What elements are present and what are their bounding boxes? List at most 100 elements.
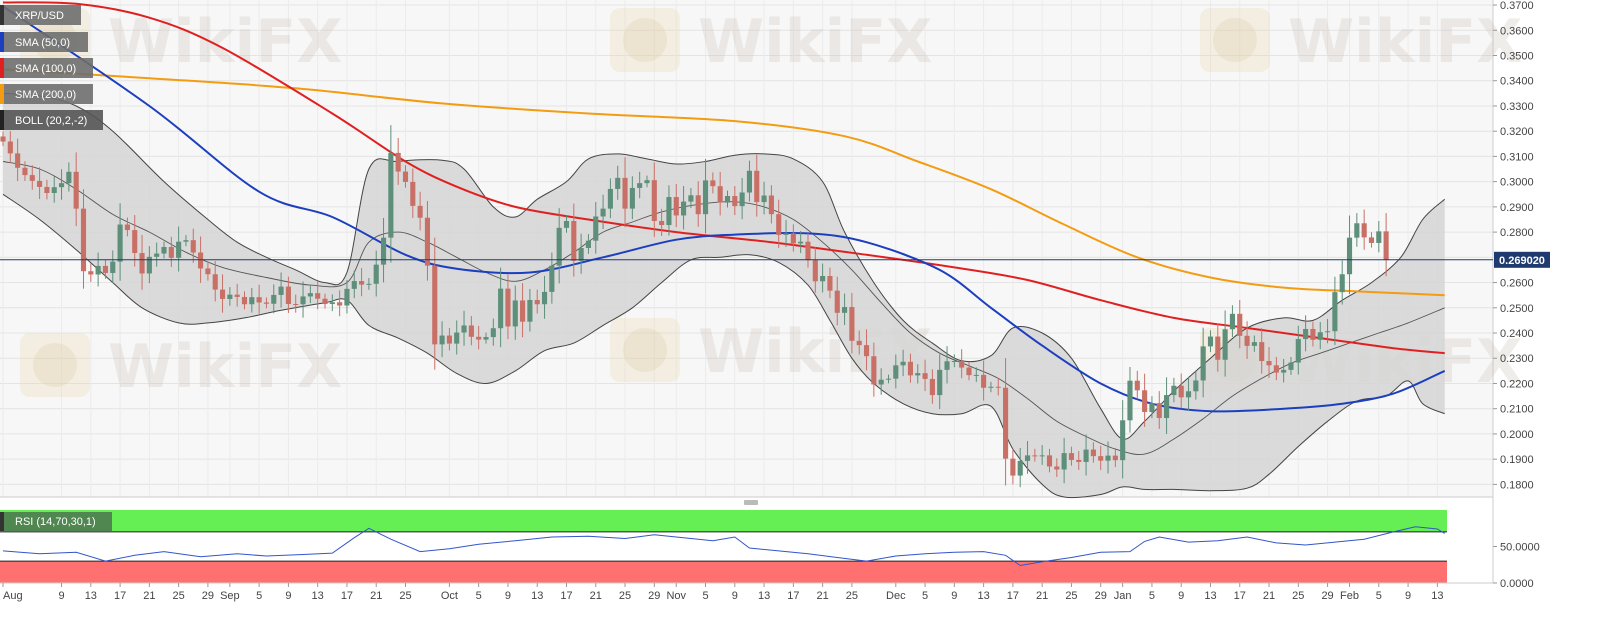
- candle-168: [1229, 305, 1235, 337]
- candle-body: [454, 332, 460, 344]
- candle-body: [1325, 331, 1331, 333]
- candle-182: [1332, 276, 1338, 346]
- candle-body: [168, 246, 174, 258]
- candle-119: [871, 342, 877, 397]
- candle-body: [754, 170, 760, 203]
- candle-140: [1024, 441, 1031, 474]
- candle-68: [498, 267, 504, 348]
- x-tick-label: 25: [173, 590, 185, 602]
- candle-171: [1251, 335, 1257, 352]
- candle-body: [1383, 231, 1389, 260]
- candle-body: [805, 241, 811, 261]
- candle-body: [1054, 466, 1060, 470]
- candle-body: [161, 246, 167, 254]
- candle-body: [790, 233, 796, 244]
- candle-body: [373, 264, 379, 284]
- candle-body: [146, 256, 152, 274]
- legend-item-sma200[interactable]: SMA (200,0): [0, 84, 93, 104]
- candle-179: [1310, 321, 1316, 347]
- candle-body: [541, 291, 548, 305]
- candle-62: [454, 320, 460, 355]
- candle-body: [1061, 453, 1067, 470]
- candle-body: [446, 335, 452, 344]
- candle-body: [51, 187, 57, 193]
- x-tick-label: 17: [787, 590, 799, 602]
- candle-173: [1266, 346, 1272, 378]
- panel-resize-handle[interactable]: [744, 500, 758, 505]
- candle-body: [746, 170, 753, 193]
- candle-26: [190, 228, 196, 263]
- candle-155: [1134, 370, 1140, 400]
- candle-body: [937, 369, 943, 396]
- candle-body: [659, 221, 665, 226]
- candle-80: [585, 234, 592, 254]
- candle-body: [322, 298, 328, 305]
- candle-body: [681, 201, 687, 216]
- candle-body: [212, 274, 218, 290]
- candle-66: [483, 332, 489, 344]
- candle-3: [22, 161, 28, 181]
- candle-76: [556, 208, 562, 284]
- x-tick-label: Dec: [886, 590, 906, 602]
- candle-117: [856, 330, 862, 355]
- candle-body: [1120, 420, 1126, 461]
- candle-body: [307, 293, 313, 297]
- candle-106: [776, 199, 782, 248]
- candle-154: [1127, 367, 1133, 433]
- candle-body: [380, 237, 387, 265]
- x-tick-label: 9: [951, 590, 957, 602]
- candle-81: [593, 202, 599, 254]
- candle-body: [885, 378, 892, 380]
- candle-45: [329, 294, 335, 312]
- candle-body: [1361, 223, 1367, 238]
- candle-21: [154, 242, 160, 267]
- y-tick-label: 0.2000: [1500, 429, 1534, 441]
- x-tick-label: 5: [1376, 590, 1382, 602]
- candle-110: [805, 233, 811, 268]
- candle-body: [1251, 342, 1257, 346]
- legend-item-rsi[interactable]: RSI (14,70,30,1): [0, 512, 112, 531]
- x-tick-label: 5: [702, 590, 708, 602]
- x-tick-label: 9: [58, 590, 64, 602]
- candle-body: [388, 152, 394, 238]
- candle-body: [827, 275, 833, 291]
- candle-138: [1010, 448, 1016, 485]
- candle-body: [900, 361, 906, 366]
- x-tick-label: 21: [1036, 590, 1048, 602]
- candle-body: [1083, 449, 1089, 462]
- candle-11: [80, 189, 87, 289]
- candle-body: [695, 195, 701, 215]
- candle-body: [1266, 361, 1272, 366]
- watermark-badge: [20, 333, 90, 397]
- candle-body: [622, 177, 628, 209]
- candle-178: [1303, 315, 1309, 352]
- candle-42: [307, 285, 313, 304]
- candle-73: [534, 289, 540, 314]
- candle-63: [461, 310, 467, 346]
- legend-item-sma100[interactable]: SMA (100,0): [0, 58, 93, 78]
- candle-body: [856, 340, 862, 346]
- candle-189: [1383, 213, 1389, 277]
- candle-body: [1068, 453, 1074, 460]
- candle-12: [88, 262, 94, 282]
- candle-body: [1046, 455, 1053, 467]
- candle-143: [1046, 448, 1053, 473]
- candle-181: [1325, 318, 1331, 344]
- legend-item-pair[interactable]: XRP/USD: [0, 5, 81, 25]
- candle-120: [878, 368, 884, 395]
- candle-85: [622, 157, 628, 228]
- candle-body: [702, 180, 709, 215]
- candle-165: [1207, 330, 1214, 353]
- candle-body: [1185, 391, 1192, 398]
- candle-34: [249, 287, 255, 313]
- x-tick-label: 9: [285, 590, 291, 602]
- candle-body: [527, 299, 533, 322]
- candle-body: [724, 196, 731, 203]
- candle-123: [900, 349, 906, 377]
- candle-body: [256, 297, 262, 303]
- candle-body: [176, 241, 182, 258]
- legend-item-boll[interactable]: BOLL (20,2,-2): [0, 110, 103, 130]
- candle-body: [556, 227, 562, 266]
- legend-item-sma50[interactable]: SMA (50,0): [0, 32, 88, 52]
